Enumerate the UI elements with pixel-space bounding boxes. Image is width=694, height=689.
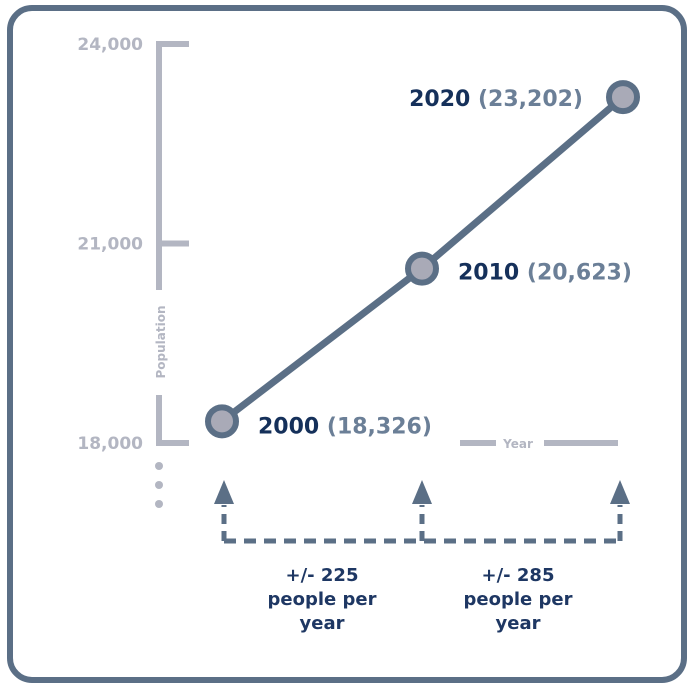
rate-annotation: +/- 225 people per year (268, 565, 377, 634)
annotation-line: +/- 225 (286, 565, 359, 586)
annotation-line: year (300, 613, 345, 634)
data-point-label: 2000 (18,326) (258, 414, 432, 439)
y-tick-label: 21,000 (77, 235, 143, 255)
y-ticks: 24,000 21,000 18,000 (77, 35, 189, 454)
rate-annotation: +/- 285 people per year (464, 565, 573, 634)
data-point-label: 2020 (23,202) (409, 87, 583, 112)
x-axis-title: Year (502, 437, 533, 451)
up-arrow-icon (610, 480, 630, 504)
data-point-label: 2010 (20,623) (458, 261, 632, 286)
point-year: 2010 (458, 261, 527, 286)
data-point-marker (405, 251, 439, 286)
point-year: 2020 (409, 87, 478, 112)
axis-continuation-dot (155, 462, 163, 470)
data-point-marker (606, 80, 640, 115)
card-frame (7, 5, 687, 683)
annotation-line: people per (268, 589, 377, 610)
axis-continuation-dot (155, 481, 163, 489)
up-arrow-icon (412, 480, 432, 504)
annotation-line: year (496, 613, 541, 634)
y-axis: Population 24,000 21,000 18,000 (77, 35, 189, 508)
x-axis: Year (460, 437, 618, 451)
rate-annotations: +/- 225 people per year +/- 285 people per ye… (268, 565, 573, 634)
data-point-marker (205, 404, 239, 439)
series-line-segment (218, 265, 426, 425)
point-value: (18,326) (327, 414, 432, 439)
y-axis-title: Population (154, 305, 168, 378)
up-arrow-icon (214, 480, 234, 504)
series-line-segment (418, 93, 627, 273)
point-value: (20,623) (527, 261, 632, 286)
annotation-line: +/- 285 (482, 565, 555, 586)
y-tick-label: 18,000 (77, 434, 143, 454)
axis-continuation-dot (155, 500, 163, 508)
y-tick-label: 24,000 (77, 35, 143, 55)
interval-bracket (214, 480, 630, 544)
point-value: (23,202) (478, 87, 583, 112)
point-labels: 2000 (18,326) 2010 (20,623) 2020 (23,202) (258, 87, 632, 439)
point-year: 2000 (258, 414, 327, 439)
series-line-group (205, 80, 640, 439)
annotation-line: people per (464, 589, 573, 610)
